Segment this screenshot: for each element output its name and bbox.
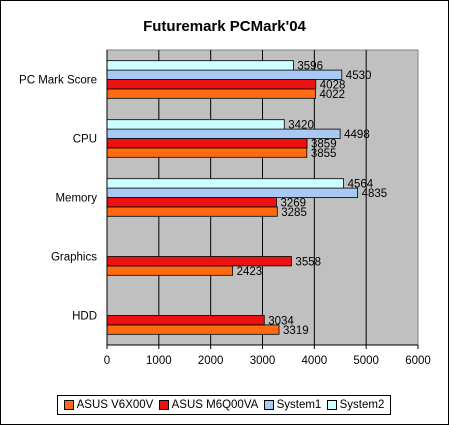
data-label: 3285 [281,207,307,219]
legend-swatch [263,400,274,410]
bar [106,79,317,90]
legend-label: System2 [339,399,385,411]
data-label: 3558 [295,256,321,268]
data-label: 2423 [237,266,263,278]
data-label: 3319 [283,325,309,337]
data-label: 3420 [288,120,314,132]
legend-item: System2 [326,399,385,411]
legend-item: System1 [263,399,322,411]
data-label: 4564 [348,179,374,191]
data-label: 3855 [311,148,337,160]
x-tick-label: 2000 [198,355,224,367]
bar [106,256,292,267]
legend-label: ASUS M6Q00VA [171,399,259,411]
data-label: 4028 [320,79,346,91]
legend-swatch [326,400,337,410]
chart-legend: ASUS V6X00V ASUS M6Q00VA System1 System2 [57,395,391,415]
legend-item: ASUS V6X00V [63,399,154,411]
legend-label: ASUS V6X00V [76,399,154,411]
bar [106,206,278,217]
x-tick-label: 5000 [353,355,379,367]
bar [106,138,308,149]
data-label: 4530 [346,70,372,82]
category-label: CPU [73,134,97,146]
bar [106,88,316,99]
bar [106,315,265,326]
bar [106,265,233,276]
chart-title: Futuremark PCMark'04 [143,18,306,35]
data-label: 3269 [280,197,306,209]
bar [106,197,277,208]
data-label: 3859 [311,138,337,150]
data-label: 4835 [362,188,388,200]
x-tick-label: 1000 [146,355,172,367]
data-label: 4022 [319,89,345,101]
data-label: 4498 [344,129,370,141]
bar [106,324,280,335]
bar [106,60,294,71]
x-tick-label: 3000 [250,355,276,367]
bar [106,178,344,189]
x-tick-label: 4000 [302,355,328,367]
x-tick-label: 0 [104,355,110,367]
x-tick-label: 6000 [405,355,431,367]
data-label: 3034 [268,315,294,327]
bar [106,147,308,158]
bar [106,187,359,198]
legend-label: System1 [276,399,322,411]
category-label: Graphics [51,252,97,264]
data-label: 3596 [297,61,323,73]
category-label: Memory [55,193,97,205]
legend-swatch [63,400,74,410]
category-label: PC Mark Score [19,75,97,87]
bar [106,119,285,130]
legend-swatch [158,400,169,410]
category-label: HDD [72,311,97,323]
legend-item: ASUS M6Q00VA [158,399,259,411]
